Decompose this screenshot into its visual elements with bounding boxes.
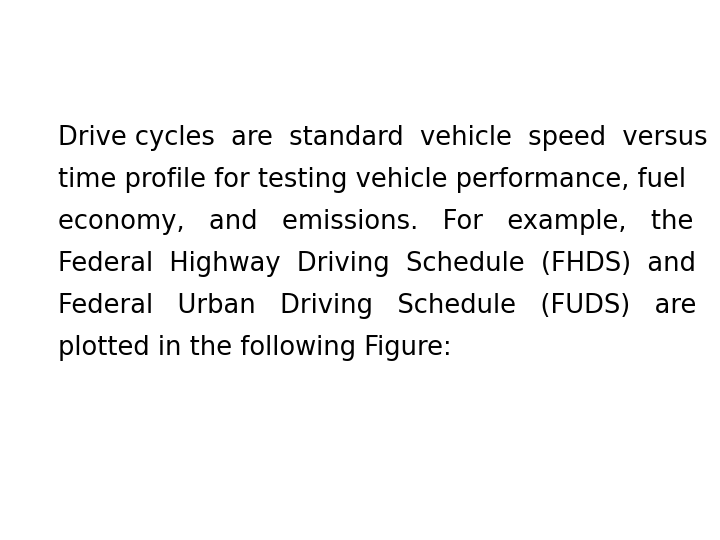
Text: economy,   and   emissions.   For   example,   the: economy, and emissions. For example, the [58, 209, 693, 235]
Text: time profile for testing vehicle performance, fuel: time profile for testing vehicle perform… [58, 167, 686, 193]
Text: Federal   Urban   Driving   Schedule   (FUDS)   are: Federal Urban Driving Schedule (FUDS) ar… [58, 293, 696, 319]
Text: Drive cycles  are  standard  vehicle  speed  versus: Drive cycles are standard vehicle speed … [58, 125, 708, 151]
Text: Federal  Highway  Driving  Schedule  (FHDS)  and: Federal Highway Driving Schedule (FHDS) … [58, 251, 696, 277]
Text: plotted in the following Figure:: plotted in the following Figure: [58, 335, 451, 361]
